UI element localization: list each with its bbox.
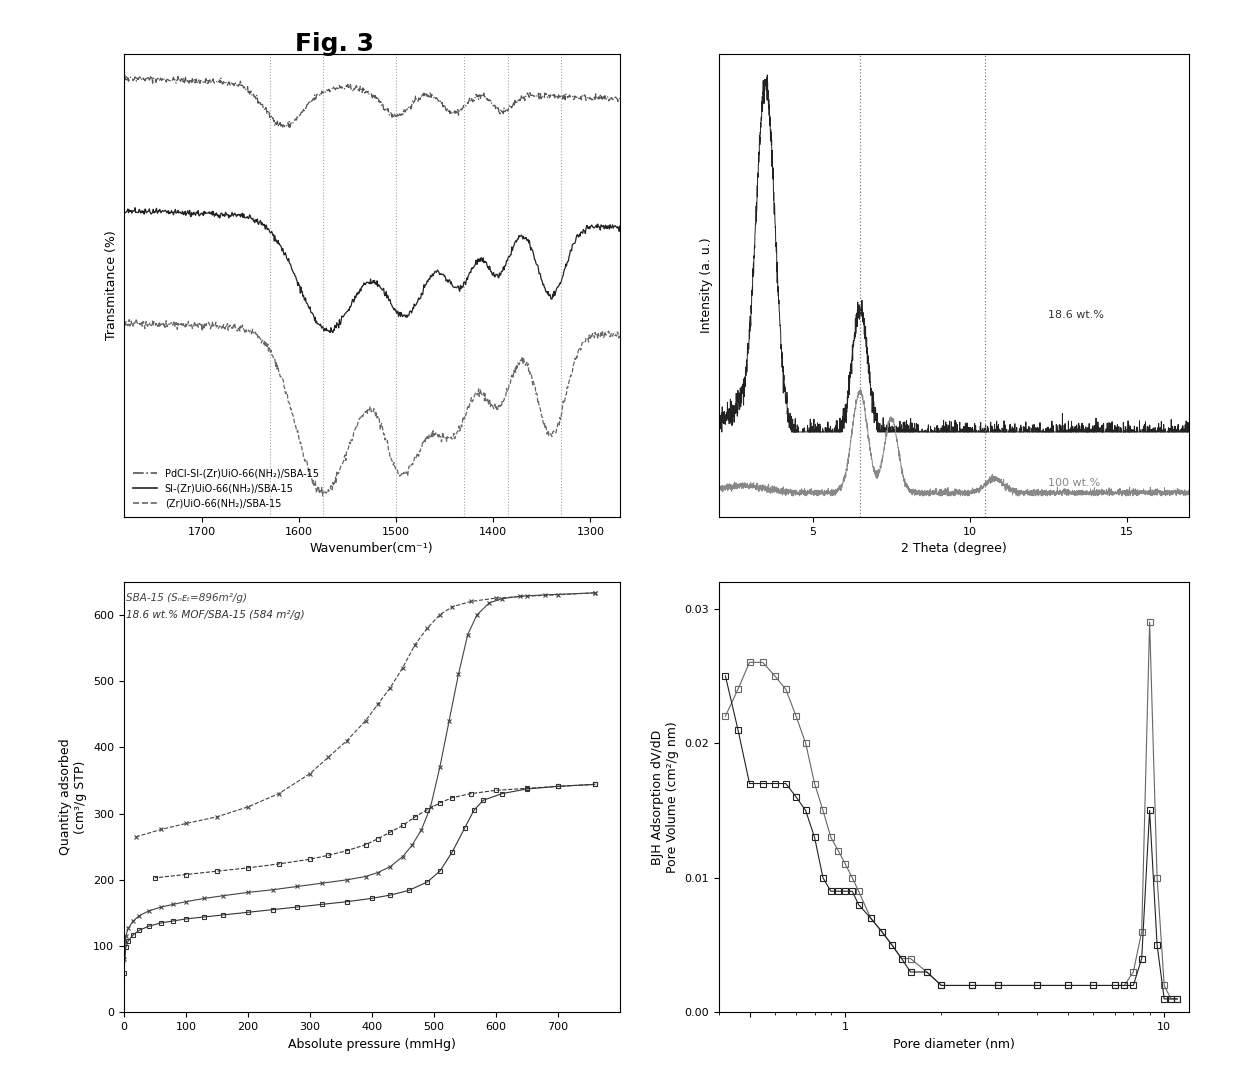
Legend: PdCl-SI-(Zr)UiO-66(NH₂)/SBA-15, SI-(Zr)UiO-66(NH₂)/SBA-15, (Zr)UiO-66(NH₂)/SBA-1: PdCl-SI-(Zr)UiO-66(NH₂)/SBA-15, SI-(Zr)U… <box>129 464 322 512</box>
Text: Fig. 3: Fig. 3 <box>295 32 374 56</box>
Y-axis label: Intensity (a. u.): Intensity (a. u.) <box>700 238 714 333</box>
X-axis label: Pore diameter (nm): Pore diameter (nm) <box>893 1037 1015 1051</box>
Y-axis label: Quantity adsorbed
(cm³/g STP): Quantity adsorbed (cm³/g STP) <box>59 739 88 855</box>
X-axis label: Wavenumber(cm⁻¹): Wavenumber(cm⁻¹) <box>310 542 434 556</box>
Y-axis label: BJH Adsorption dV/dD
Pore Volume (cm²/g nm): BJH Adsorption dV/dD Pore Volume (cm²/g … <box>650 722 679 872</box>
Text: 18.6 wt.% MOF/SBA-15 (584 m²/g): 18.6 wt.% MOF/SBA-15 (584 m²/g) <box>126 610 305 620</box>
Y-axis label: Transmitance (%): Transmitance (%) <box>105 230 119 340</box>
Text: 18.6 wt.%: 18.6 wt.% <box>1048 309 1104 320</box>
Text: 100 wt.%: 100 wt.% <box>1048 478 1100 488</box>
X-axis label: 2 Theta (degree): 2 Theta (degree) <box>901 542 1007 556</box>
Text: SBA-15 (Sₙᴇₜ=896m²/g): SBA-15 (Sₙᴇₜ=896m²/g) <box>126 593 247 603</box>
X-axis label: Absolute pressure (mmHg): Absolute pressure (mmHg) <box>287 1037 456 1051</box>
